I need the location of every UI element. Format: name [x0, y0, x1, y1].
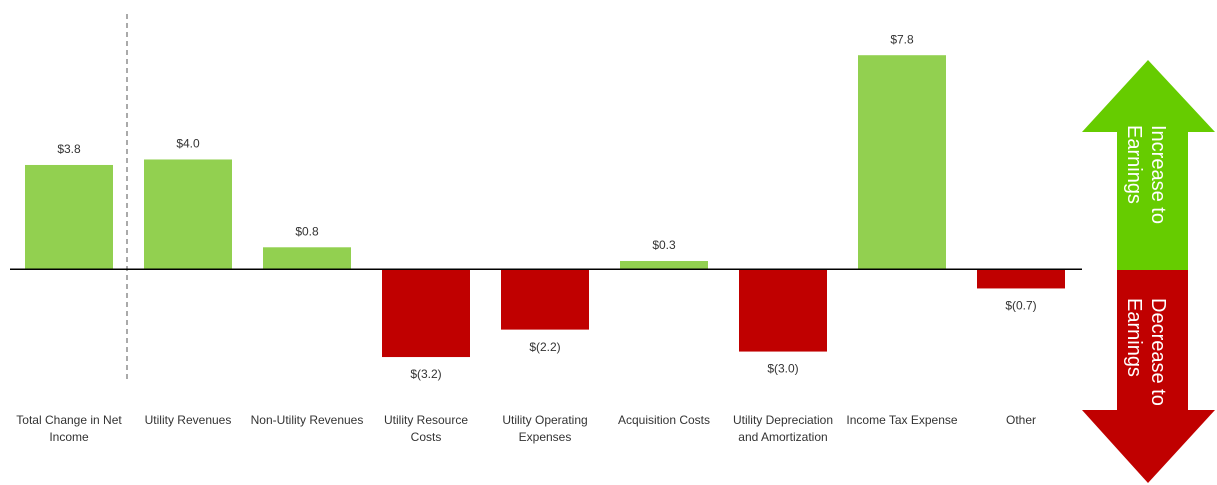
- value-label: $0.8: [295, 224, 319, 238]
- bar: [263, 247, 351, 270]
- x-tick-label: Acquisition Costs: [617, 413, 711, 427]
- x-tick-label: Total Change in Net Income: [16, 413, 122, 444]
- increase-arrow: [1082, 60, 1215, 270]
- bar: [501, 269, 589, 330]
- value-label: $(3.2): [410, 367, 441, 381]
- bar: [25, 164, 113, 270]
- value-label: $0.3: [652, 238, 676, 252]
- x-tick-label: Utility Revenues: [144, 413, 232, 427]
- bar: [977, 269, 1065, 289]
- x-tick-label: Utility Operating Expenses: [502, 413, 588, 444]
- value-label: $(0.7): [1005, 299, 1036, 313]
- value-label: $3.8: [57, 142, 81, 156]
- bar: [620, 261, 708, 270]
- value-label: $4.0: [176, 137, 200, 151]
- value-label: $(2.2): [529, 340, 560, 354]
- bar: [858, 55, 946, 270]
- decrease-label: Decrease to Earnings: [1123, 298, 1169, 406]
- x-tick-label: Other: [1005, 413, 1036, 427]
- bar: [144, 159, 232, 270]
- x-tick-label: Income Tax Expense: [846, 413, 958, 427]
- x-tick-label: Non-Utility Revenues: [250, 413, 364, 427]
- x-tick-label: Utility Resource Costs: [383, 413, 469, 444]
- value-label: $7.8: [890, 32, 914, 46]
- bar: [739, 269, 827, 352]
- x-tick-label: Utility Depreciation and Amortization: [732, 413, 834, 444]
- decrease-arrow: [1082, 270, 1215, 483]
- value-label: $(3.0): [767, 362, 798, 376]
- bar: [382, 269, 470, 358]
- increase-label: Increase to Earnings: [1123, 125, 1169, 224]
